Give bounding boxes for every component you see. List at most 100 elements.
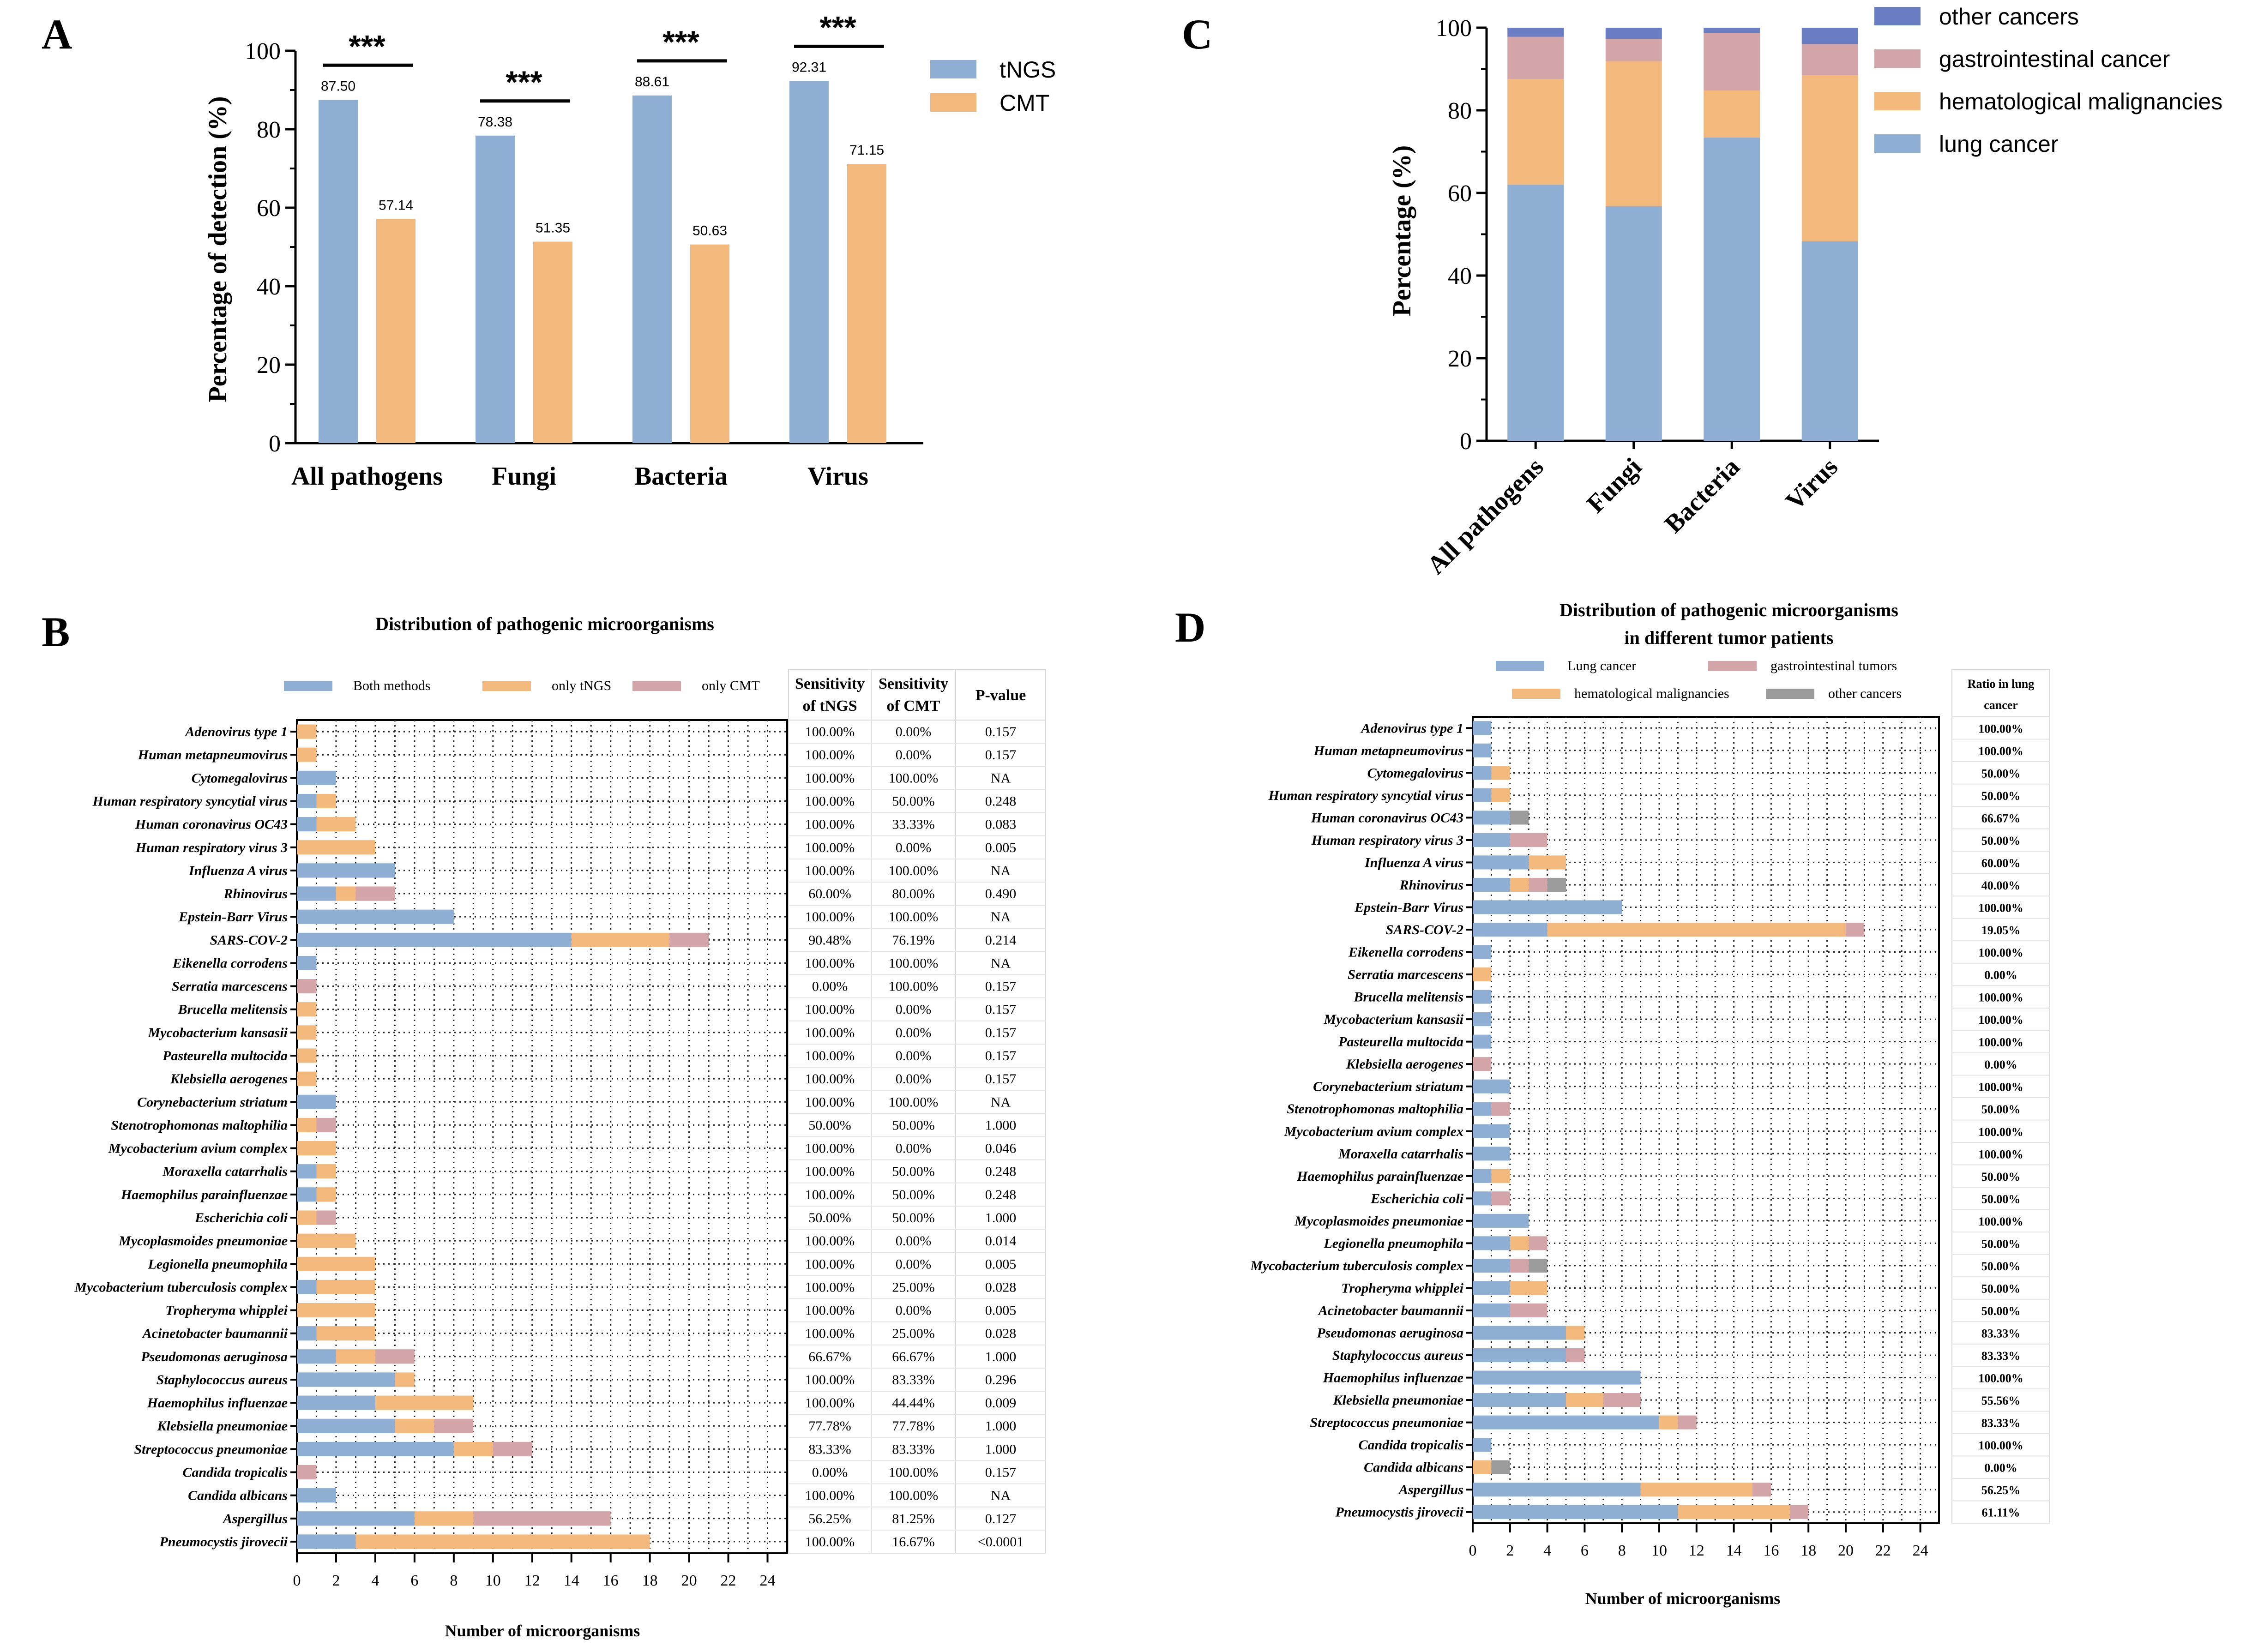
panel-b-table-cell: 0.028 <box>985 1326 1017 1341</box>
panel-a-x-tick-label: Virus <box>807 462 868 491</box>
panel-b-table-cell: 0.00% <box>812 979 848 994</box>
panel-b-table-cell: 0.157 <box>985 1465 1017 1480</box>
panel-b-bar-both-methods-haemophilus-influenzae <box>297 1395 375 1410</box>
panel-d-y-tick-label: Pneumocystis jirovecii <box>1335 1505 1464 1520</box>
panel-c-bar-gastrointestinal-cancer-bacteria <box>1704 33 1760 91</box>
panel-b-table-cell: 1.000 <box>985 1418 1017 1434</box>
panel-d-bar-gastrointestinal-tumors-staphylococcus-aureus <box>1566 1348 1585 1363</box>
panel-c-y-tick-label: 20 <box>1448 346 1472 372</box>
panel-d-bar-gastrointestinal-tumors-streptococcus-pneumoniae <box>1678 1415 1697 1430</box>
panel-b-table-cell: 1.000 <box>985 1442 1017 1457</box>
panel-d-y-tick-label: Rhinovirus <box>1399 877 1463 893</box>
panel-a-bar-cmt-bacteria <box>690 244 729 443</box>
panel-b-table-cell: 0.490 <box>985 886 1017 901</box>
panel-b-x-tick-label: 2 <box>332 1572 340 1589</box>
panel-b-table-cell: 100.00% <box>805 1094 855 1110</box>
panel-d-y-tick-label: Brucella melitensis <box>1353 990 1463 1005</box>
panel-b-table-cell: 0.00% <box>812 1465 848 1480</box>
panel-d-bar-lung-cancer-mycobacterium-tuberculosis-complex <box>1473 1258 1510 1273</box>
panel-b-bar-only-tngs-staphylococcus-aureus <box>395 1372 415 1387</box>
panel-b-table-cell: 0.248 <box>985 1164 1017 1179</box>
panel-b-table-cell: 0.248 <box>985 1187 1017 1202</box>
panel-b-table-cell: 25.00% <box>892 1326 935 1341</box>
panel-b-bar-only-cmt-pseudomonas-aeruginosa <box>375 1349 415 1364</box>
panel-b-table-cell: 0.157 <box>985 1002 1017 1017</box>
panel-b-table-cell: 0.00% <box>896 1303 932 1318</box>
panel-a-y-tick-label: 20 <box>257 352 281 378</box>
panel-d-table-cell: 19.05% <box>1981 924 2021 937</box>
panel-b-y-tick-label: Human metapneumovirus <box>138 747 288 763</box>
panel-c-bar-lung-cancer-virus <box>1801 241 1858 441</box>
panel-d-y-tick-label: Escherichia coli <box>1370 1191 1463 1206</box>
panel-d-table-cell: 61.11% <box>1981 1506 2020 1520</box>
panel-b-y-tick-label: Candida albicans <box>188 1488 288 1503</box>
panel-d-bar-hematological-malignancies-klebsiella-pneumoniae <box>1566 1393 1603 1407</box>
panel-d-bar-lung-cancer-brucella-melitensis <box>1473 990 1492 1004</box>
panel-b-plot-frame <box>296 719 788 1554</box>
panel-d-y-tick-label: Candida tropicalis <box>1358 1437 1463 1453</box>
panel-c-bar-gastrointestinal-cancer-all-pathogens <box>1507 36 1564 79</box>
panel-d-bar-gastrointestinal-tumors-stenotrophomonas-maltophilia <box>1491 1102 1510 1116</box>
panel-b-y-tick-label: Moraxella catarrhalis <box>162 1164 288 1179</box>
panel-b-bar-only-tngs-tropheryma-whipplei <box>297 1303 375 1318</box>
panel-a-data-label: 87.50 <box>321 78 355 94</box>
panel-b-table-cell: 0.028 <box>985 1280 1017 1295</box>
panel-d-bar-hematological-malignancies-rhinovirus <box>1510 877 1529 892</box>
panel-b-table-cell: 100.00% <box>805 1187 855 1202</box>
panel-d-legend-label: hematological malignancies <box>1574 686 1729 701</box>
panel-b-table-cell: 83.33% <box>892 1442 935 1457</box>
panel-d-bar-lung-cancer-aspergillus <box>1473 1483 1641 1497</box>
panel-b-y-tick-label: Eikenella corrodens <box>172 955 288 971</box>
panel-d-bar-lung-cancer-human-respiratory-syncytial-virus <box>1473 788 1492 802</box>
panel-b-x-tick-label: 24 <box>760 1572 776 1589</box>
panel-d-y-tick-label: Haemophilus parainfluenzae <box>1296 1169 1463 1184</box>
panel-b-table-cell: 100.00% <box>805 1534 855 1550</box>
panel-b-y-tick-label: Streptococcus pneumoniae <box>134 1442 288 1457</box>
panel-b-y-tick-label: Pseudomonas aeruginosa <box>140 1349 288 1364</box>
panel-d-y-tick-label: Streptococcus pneumoniae <box>1310 1415 1463 1430</box>
panel-b-bar-both-methods-moraxella-catarrhalis <box>297 1164 317 1179</box>
panel-b-chart: Distribution of pathogenic microorganism… <box>74 613 1046 1640</box>
panel-d-bar-other-cancers-candida-albicans <box>1491 1460 1510 1474</box>
panel-b-y-tick-label: Candida tropicalis <box>182 1465 288 1480</box>
panel-b-table-cell: 1.000 <box>985 1210 1017 1225</box>
panel-c-bar-hematological-malignancies-virus <box>1801 75 1858 241</box>
panel-d-title-line-2: in different tumor patients <box>1625 627 1834 648</box>
panel-d-table-header: cancer <box>1984 698 2018 712</box>
panel-d-y-tick-label: Human coronavirus OC43 <box>1311 810 1463 825</box>
panel-d-y-tick-label: Serratia marcescens <box>1348 967 1463 982</box>
panel-a-bar-cmt-fungi <box>533 241 572 443</box>
panel-d-table-cell: 60.00% <box>1981 856 2021 870</box>
panel-d-bar-lung-cancer-acinetobacter-baumannii <box>1473 1303 1510 1318</box>
panel-d-bar-other-cancers-mycobacterium-tuberculosis-complex <box>1529 1258 1547 1273</box>
panel-a-data-label: 50.63 <box>692 223 727 239</box>
panel-b-bar-both-methods-sars-cov-2 <box>297 932 572 947</box>
panel-b-bar-both-methods-acinetobacter-baumannii <box>297 1326 317 1341</box>
panel-d-table-cell: 50.00% <box>1981 1260 2021 1273</box>
panel-b-table-cell: 100.00% <box>805 1372 855 1388</box>
panel-d-table-cell: 0.00% <box>1984 1058 2017 1071</box>
panel-d-bar-lung-cancer-pneumocystis-jirovecii <box>1473 1505 1678 1519</box>
panel-c-x-tick-label: All pathogens <box>1421 452 1549 580</box>
panel-a-data-label: 92.31 <box>792 60 826 75</box>
panel-d-table-cell: 83.33% <box>1981 1417 2021 1430</box>
panel-d-bar-lung-cancer-human-coronavirus-oc43 <box>1473 811 1510 825</box>
panel-d-table-cell: 50.00% <box>1981 789 2021 803</box>
panel-a-bar-tngs-virus <box>789 81 829 444</box>
panel-b-x-tick-label: 0 <box>293 1572 301 1589</box>
panel-d-bar-other-cancers-rhinovirus <box>1547 877 1566 892</box>
panel-b-table-cell: 0.009 <box>985 1395 1017 1411</box>
panel-b-bar-only-tngs-human-respiratory-virus-3 <box>297 840 375 855</box>
panel-b-y-tick-label: Human respiratory syncytial virus <box>92 793 288 809</box>
panel-b-bar-both-methods-aspergillus <box>297 1511 415 1526</box>
panel-d-y-tick-label: Tropheryma whipplei <box>1341 1280 1463 1296</box>
panel-d-table-cell: 66.67% <box>1981 811 2021 825</box>
panel-a-legend-swatch-cmt <box>930 93 976 112</box>
panel-b-table-cell: 0.214 <box>985 932 1017 948</box>
panel-d-y-tick-label: Mycobacterium kansasii <box>1323 1012 1463 1027</box>
panel-a-bar-tngs-bacteria <box>632 95 672 443</box>
panel-a-data-label: 57.14 <box>379 198 413 213</box>
panel-b-y-tick-label: Cytomegalovirus <box>192 770 288 786</box>
panel-b-bar-only-tngs-stenotrophomonas-maltophilia <box>297 1117 317 1132</box>
panel-b-legend-swatch-both-methods <box>284 681 332 691</box>
